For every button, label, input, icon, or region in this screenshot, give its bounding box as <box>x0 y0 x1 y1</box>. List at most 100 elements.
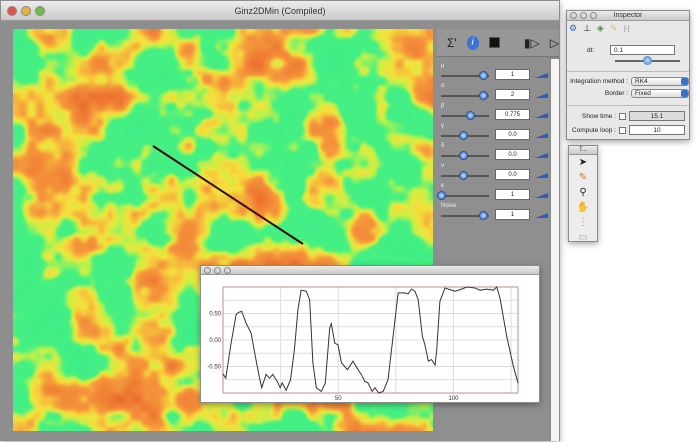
data-point <box>235 314 237 315</box>
zoom-icon[interactable]: ⚲ <box>579 187 587 198</box>
plot-minimize-button[interactable] <box>214 267 221 274</box>
tab-h[interactable]: H <box>623 23 630 34</box>
param-range-icon[interactable] <box>535 93 548 98</box>
show-time-checkbox[interactable] <box>619 112 626 120</box>
data-point <box>357 369 359 371</box>
param-input[interactable]: 1 <box>495 189 530 200</box>
param-slider-knob[interactable] <box>478 211 488 220</box>
settings-icon[interactable]: ⚙ <box>569 23 578 33</box>
param-slider[interactable] <box>441 75 489 77</box>
param-slider-knob[interactable] <box>459 171 468 180</box>
data-point <box>341 362 342 364</box>
param-slider-knob[interactable] <box>478 91 488 100</box>
rect-icon[interactable]: ▭ <box>578 232 588 243</box>
dt-slider[interactable] <box>615 56 680 65</box>
param-input[interactable]: 1 <box>495 69 530 80</box>
zoom-button[interactable] <box>35 6 45 16</box>
data-point <box>300 289 302 291</box>
param-slider[interactable] <box>441 115 489 117</box>
minimize-button[interactable] <box>21 6 31 16</box>
param-slider[interactable] <box>441 215 489 217</box>
data-point <box>261 387 263 389</box>
data-point <box>499 297 501 299</box>
data-point <box>392 335 394 337</box>
compute-loop-input[interactable]: 10 <box>629 125 685 135</box>
param-input[interactable]: 0.775 <box>495 109 530 120</box>
plot-close-button[interactable] <box>204 267 211 274</box>
arrow-icon[interactable]: ➤ <box>578 157 588 168</box>
param-slider[interactable] <box>441 195 489 197</box>
inspector-close-button[interactable] <box>570 12 577 19</box>
param-range-icon[interactable] <box>535 113 548 118</box>
data-point <box>367 382 369 384</box>
dt-label: dt: <box>587 46 595 54</box>
param-label: α <box>441 83 445 89</box>
compute-loop-checkbox[interactable] <box>619 126 626 134</box>
plot-zoom-button[interactable] <box>224 267 231 274</box>
param-input[interactable]: 0.0 <box>495 169 530 180</box>
param-slider[interactable] <box>441 95 489 97</box>
data-point <box>382 391 384 392</box>
data-point <box>374 387 376 389</box>
axes-icon[interactable]: ⊥ <box>583 23 591 33</box>
param-range-icon[interactable] <box>535 193 548 198</box>
hand-icon[interactable]: ✋ <box>576 202 590 213</box>
data-point <box>404 292 406 294</box>
param-slider-knob[interactable] <box>437 191 446 200</box>
param-input[interactable]: 0.0 <box>495 149 530 160</box>
inspector-minimize-button[interactable] <box>580 12 587 19</box>
data-point <box>486 288 488 290</box>
data-point <box>414 290 416 292</box>
data-point <box>378 392 380 394</box>
terminal-icon[interactable] <box>488 37 500 48</box>
param-slider-knob[interactable] <box>459 151 468 160</box>
param-input[interactable]: 0.0 <box>495 129 530 140</box>
data-point <box>334 342 336 344</box>
param-range-icon[interactable] <box>535 73 548 78</box>
param-input[interactable]: 1 <box>495 209 530 220</box>
inspector-zoom-button[interactable] <box>590 12 597 19</box>
data-point <box>281 382 283 384</box>
dt-slider-knob[interactable] <box>643 56 652 65</box>
inspector-title-bar: Inspector <box>567 11 689 21</box>
data-point <box>258 372 259 374</box>
param-range-icon[interactable] <box>535 153 548 158</box>
sigma-icon[interactable]: Σ' <box>447 35 457 50</box>
data-point <box>329 327 331 329</box>
data-point <box>417 299 419 301</box>
title-bar: Ginz2DMin (Compiled) <box>1 1 559 21</box>
data-point <box>254 354 256 356</box>
data-point <box>241 310 243 312</box>
pencil-icon[interactable]: ✎ <box>609 23 618 33</box>
close-button[interactable] <box>7 6 17 16</box>
play-icon[interactable]: ▷ <box>549 35 559 50</box>
param-7: Noise 1 <box>437 203 549 223</box>
window-title: Ginz2DMin (Compiled) <box>234 6 326 16</box>
data-point <box>387 379 389 381</box>
probe-line[interactable] <box>13 29 433 431</box>
line-icon[interactable]: ⋮ <box>578 217 588 228</box>
integration-method-select[interactable]: RK4 <box>631 77 689 86</box>
data-point <box>330 323 332 324</box>
show-time-value: 15.1 <box>629 111 685 121</box>
border-select[interactable]: Fixed <box>631 89 689 98</box>
step-icon[interactable]: ▮▷ <box>523 35 540 50</box>
param-slider-knob[interactable] <box>459 131 468 140</box>
param-range-icon[interactable] <box>535 133 548 138</box>
pencil-icon[interactable]: ✎ <box>578 172 588 183</box>
data-point <box>427 360 429 362</box>
param-label: Noise <box>441 203 457 209</box>
data-point <box>397 292 399 294</box>
info-icon[interactable]: i <box>466 35 479 50</box>
data-point <box>324 382 326 384</box>
panel-scrollbar[interactable] <box>551 59 559 441</box>
param-range-icon[interactable] <box>535 213 548 218</box>
objects-icon[interactable]: ◈ <box>596 23 604 33</box>
data-point <box>285 389 287 391</box>
data-point <box>459 289 461 291</box>
dt-input[interactable]: 0.1 <box>610 45 675 55</box>
param-slider-knob[interactable] <box>478 71 488 80</box>
param-input[interactable]: 2 <box>495 89 530 100</box>
param-range-icon[interactable] <box>535 173 548 178</box>
param-slider-knob[interactable] <box>465 111 475 120</box>
